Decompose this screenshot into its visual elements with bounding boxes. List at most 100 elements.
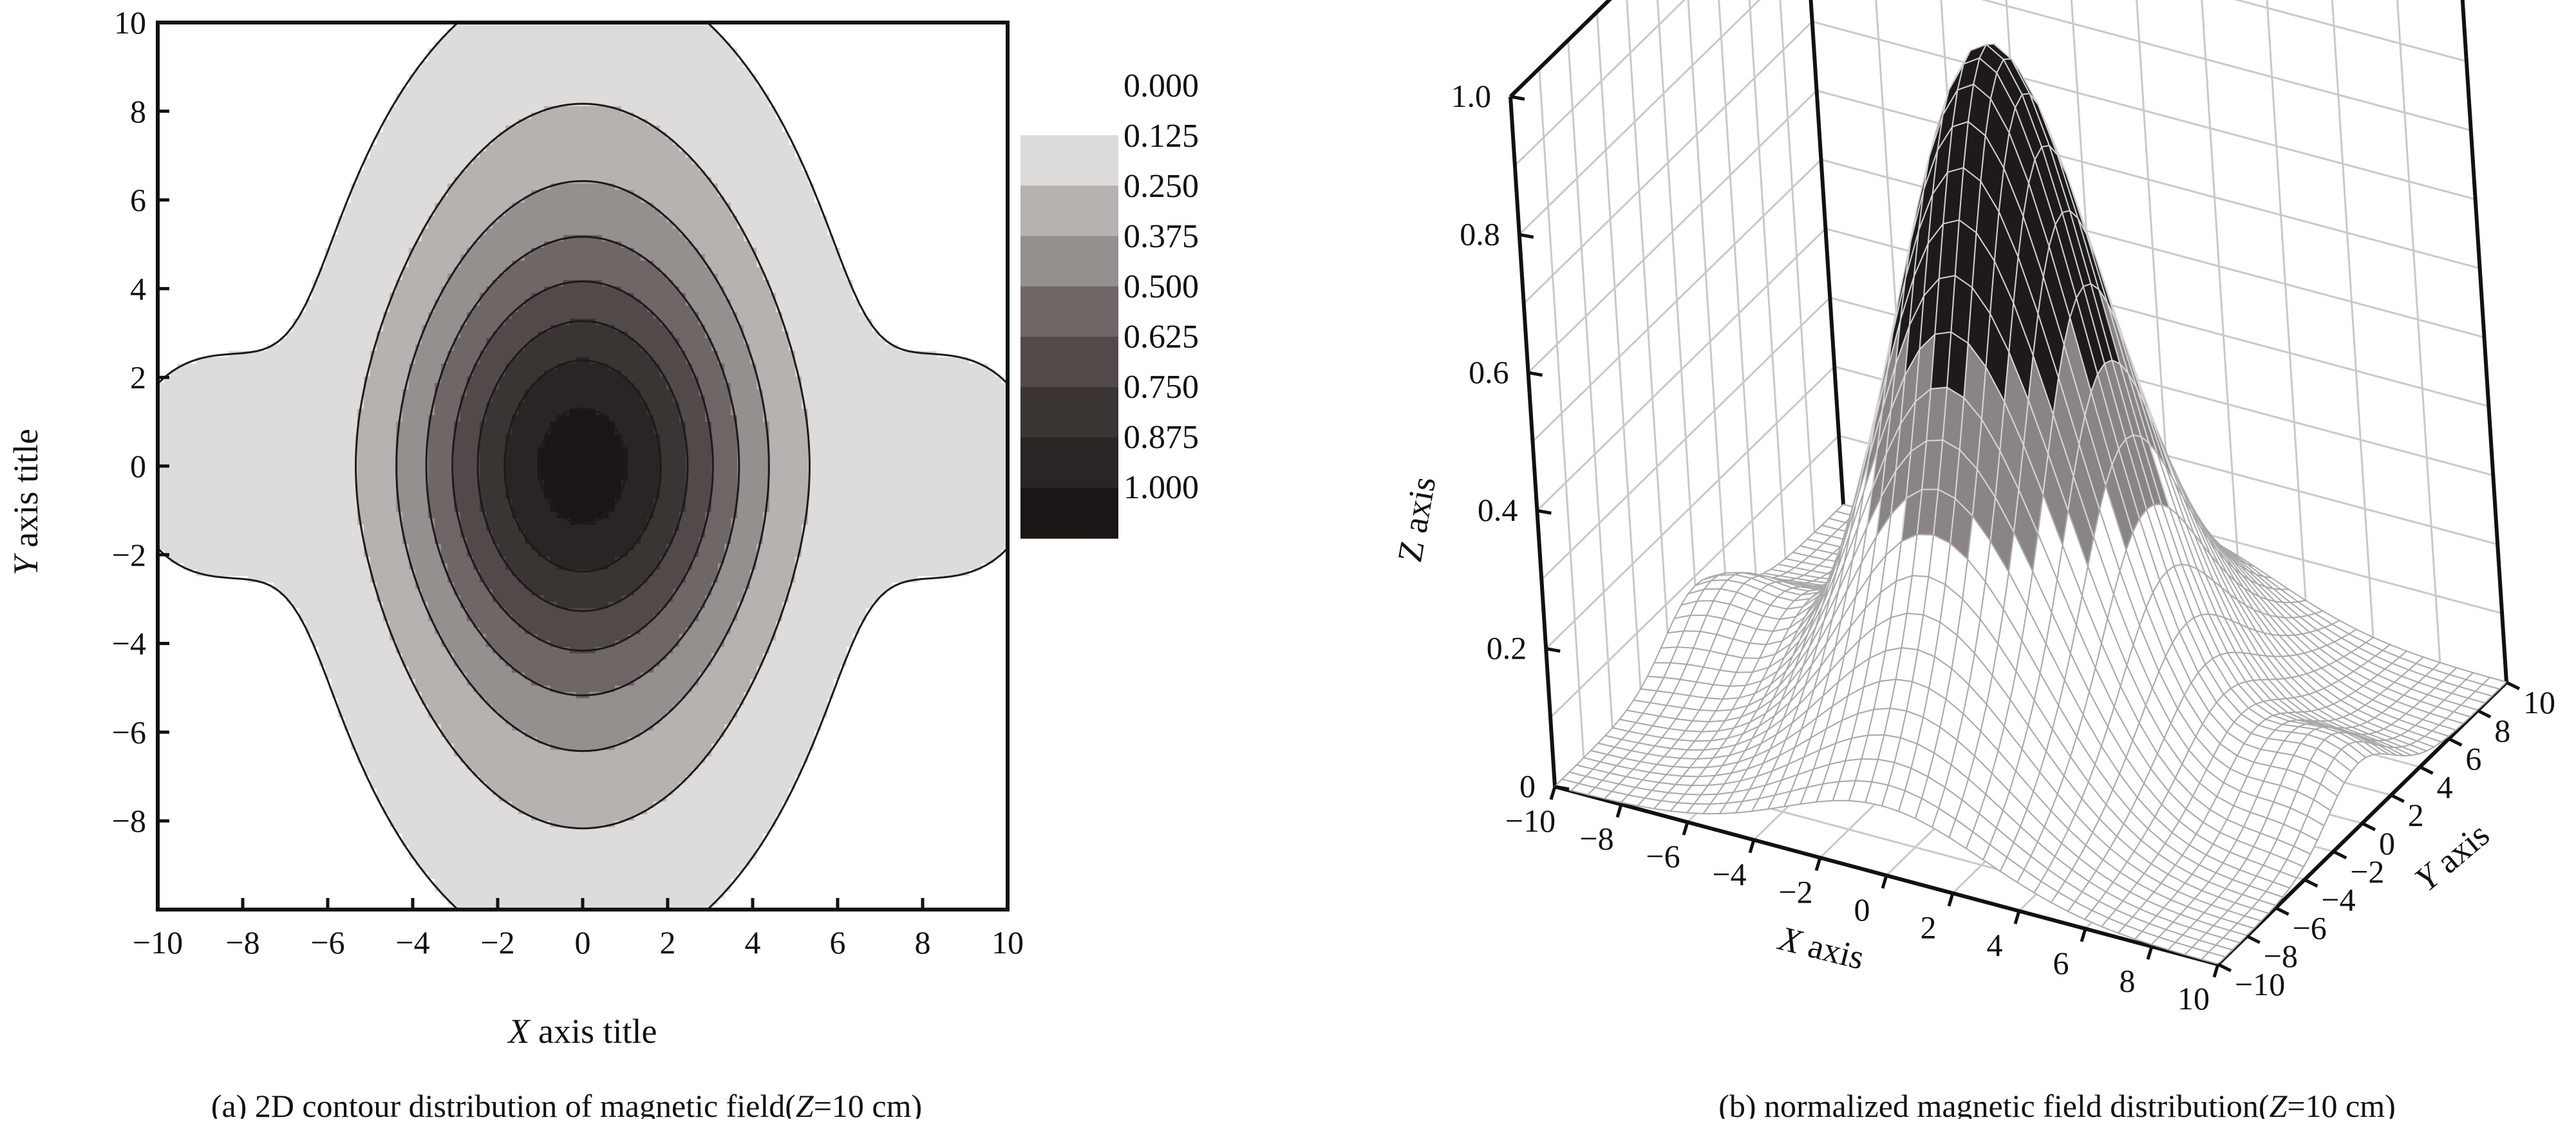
contour-cell: [950, 151, 957, 158]
contour-cell: [950, 74, 957, 81]
contour-cell: [769, 61, 776, 68]
contour-cell: [699, 119, 706, 126]
contour-cell: [879, 190, 886, 197]
contour-cell: [287, 145, 294, 152]
contour-cell: [544, 100, 551, 107]
contour-cell: [486, 261, 493, 268]
contour-cell: [293, 29, 300, 36]
contour-cell: [892, 106, 899, 113]
contour-cell: [814, 209, 822, 216]
contour-cell: [447, 93, 455, 100]
contour-cell: [499, 106, 506, 113]
contour-cell: [937, 80, 944, 88]
contour-cell: [905, 132, 912, 139]
contour-cell: [885, 183, 892, 191]
contour-cell: [808, 203, 815, 210]
contour-cell: [628, 151, 635, 158]
contour-cell: [737, 126, 744, 133]
contour-cell: [885, 132, 892, 139]
contour-cell: [969, 248, 976, 255]
contour-cell: [183, 158, 191, 165]
contour-cell: [950, 196, 957, 203]
contour-cell: [177, 132, 184, 139]
contour-cell: [447, 145, 455, 152]
contour-cell: [454, 151, 461, 158]
contour-cell: [666, 100, 673, 107]
contour-cell: [338, 35, 345, 42]
contour-cell: [177, 229, 184, 236]
contour-cell: [486, 196, 493, 203]
contour-cell: [351, 151, 358, 158]
contour-cell: [802, 177, 809, 184]
contour-cell: [486, 190, 493, 197]
contour-cell: [988, 229, 995, 236]
contour-cell: [924, 100, 931, 107]
contour-cell: [351, 145, 358, 152]
contour-cell: [248, 113, 255, 120]
contour-cell: [550, 87, 558, 94]
contour-cell: [608, 229, 616, 236]
contour-cell: [525, 171, 532, 178]
contour-cell: [583, 55, 590, 62]
contour-cell: [821, 190, 828, 197]
contour-cell: [982, 248, 989, 255]
contour-cell: [814, 80, 822, 88]
contour-cell: [686, 126, 693, 133]
contour-cell: [332, 158, 339, 165]
contour-cell: [885, 209, 892, 216]
contour-cell: [975, 145, 982, 152]
contour-cell: [583, 42, 590, 49]
contour-cell: [538, 132, 545, 139]
contour-cell: [293, 190, 300, 197]
contour-cell: [203, 35, 210, 42]
contour-cell: [602, 138, 609, 145]
contour-cell: [235, 55, 242, 62]
contour-cell: [686, 100, 693, 107]
contour-cell: [319, 151, 326, 158]
contour-cell: [409, 203, 416, 210]
contour-cell: [763, 164, 770, 171]
contour-cell: [171, 248, 178, 255]
contour-cell: [589, 171, 596, 178]
contour-cell: [293, 87, 300, 94]
contour-cell: [287, 164, 294, 171]
contour-cell: [480, 241, 487, 248]
contour-cell: [995, 203, 1002, 210]
contour-cell: [905, 209, 912, 216]
contour-cell: [454, 209, 461, 216]
contour-cell: [744, 42, 751, 49]
contour-cell: [196, 164, 203, 171]
contour-cell: [460, 113, 467, 120]
contour-cell: [563, 55, 570, 62]
contour-cell: [402, 171, 409, 178]
contour-cell: [370, 190, 377, 197]
contour-cell: [415, 106, 422, 113]
contour-cell: [538, 248, 545, 255]
contour-cell: [917, 74, 925, 81]
contour-cell: [924, 145, 931, 152]
contour-cell: [634, 61, 641, 68]
contour-cell: [847, 87, 854, 94]
contour-cell: [692, 55, 699, 62]
contour-cell: [576, 35, 583, 42]
contour-cell: [705, 87, 712, 94]
contour-cell: [512, 93, 519, 100]
contour-cell: [525, 119, 532, 126]
contour-cell: [229, 126, 236, 133]
contour-cell: [274, 222, 281, 229]
contour-cell: [589, 209, 596, 216]
contour-cell: [241, 261, 249, 268]
contour-cell: [563, 113, 570, 120]
contour-cell: [364, 119, 371, 126]
contour-cell: [628, 106, 635, 113]
contour-cell: [190, 151, 197, 158]
contour-cell: [293, 171, 300, 178]
contour-cell: [782, 261, 789, 268]
contour-cell: [975, 254, 982, 261]
contour-cell: [467, 74, 474, 81]
contour-cell: [325, 145, 332, 152]
contour-cell: [518, 80, 525, 88]
contour-cell: [505, 235, 512, 242]
contour-cell: [467, 29, 474, 36]
contour-cell: [924, 190, 931, 197]
